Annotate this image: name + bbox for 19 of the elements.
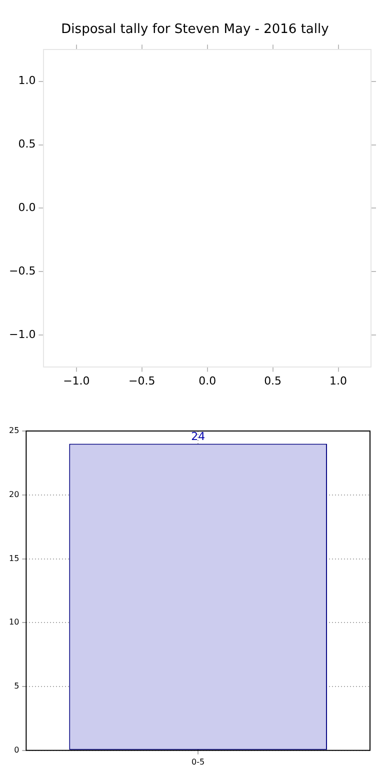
y-tick-label: 25 <box>8 426 20 436</box>
x-tick-label: 0.5 <box>264 374 282 388</box>
x-tick-label: −0.5 <box>128 374 156 388</box>
x-tick-label: 0.0 <box>198 374 216 388</box>
y-tick-label: −0.5 <box>8 264 36 278</box>
x-tick-label: −1.0 <box>63 374 90 388</box>
y-tick-label: 0 <box>14 745 20 754</box>
y-tick-label: 10 <box>8 618 20 627</box>
chart-title: Disposal tally for Steven May - 2016 tally <box>60 21 330 39</box>
y-tick-label: 15 <box>8 554 20 563</box>
x-tick-label: 0-5 <box>192 757 205 766</box>
x-tick-label: 1.0 <box>330 374 348 388</box>
y-tick-label: 0.5 <box>18 138 36 151</box>
y-tick-label: 0.0 <box>18 201 36 214</box>
y-tick-label: 1.0 <box>18 74 36 88</box>
y-tick-label: 5 <box>14 682 20 691</box>
y-tick-label: −1.0 <box>8 328 36 341</box>
data-label: 24 <box>191 430 206 444</box>
y-tick-label: 20 <box>8 490 20 499</box>
